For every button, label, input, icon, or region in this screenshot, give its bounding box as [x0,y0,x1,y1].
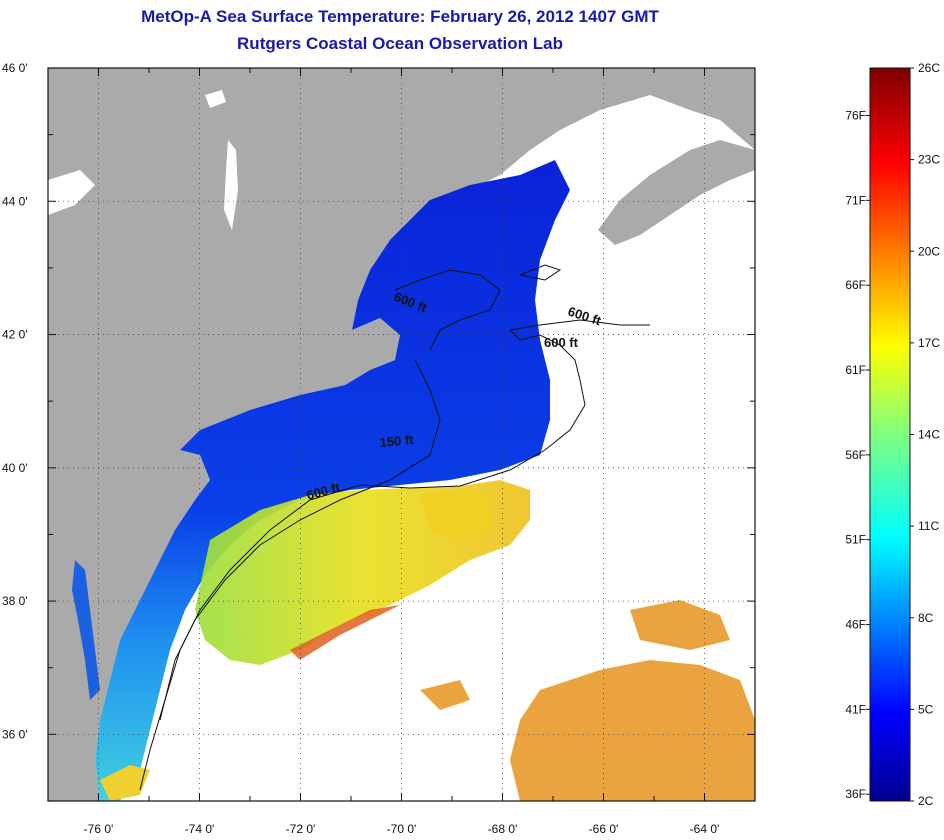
lon-tick-label: -74 0' [185,822,215,836]
lake-ontario [48,170,95,215]
sst-cold-gulf-of-maine [95,160,570,801]
lat-tick-label: 40 0' [2,461,28,475]
colorbar-celsius-label: 8C [918,611,934,625]
colorbar-celsius-label: 5C [918,702,934,716]
colorbar-fahrenheit-label: 61F [845,363,866,377]
land-nova-scotia [598,140,755,245]
lake-champlain [224,140,238,230]
colorbar-fahrenheit-label: 41F [845,702,866,716]
contour-150ft [159,359,441,721]
contour-label-600ft-georges-bank: 600 ft [544,335,579,350]
lon-tick-label: -68 0' [488,822,518,836]
colorbar-celsius-label: 14C [918,428,940,442]
latitude-labels: 46 0' 44 0' 42 0' 40 0' 38 0' 36 0' [2,61,28,741]
lake-moosehead [205,90,226,108]
colorbar-celsius-label: 17C [918,336,940,350]
colorbar-fahrenheit-labels: 76F 71F 66F 61F 56F 51F 46F 41F 36F [845,109,870,801]
contour-600ft-shelf-break [139,319,650,791]
gridlines [48,68,755,801]
colorbar-fahrenheit-label: 76F [845,109,866,123]
bathymetry-contours [139,264,650,791]
contour-600ft-gulf-of-maine [394,269,501,351]
sst-cape-hatteras-warm [100,765,150,801]
lat-tick-label: 44 0' [2,194,28,208]
sst-warm-core [420,490,495,540]
colorbar-celsius-label: 26C [918,61,940,75]
tick-marks [47,67,756,802]
colorbar-celsius-label: 23C [918,153,940,167]
lat-tick-label: 36 0' [2,727,28,741]
lon-tick-label: -76 0' [84,822,114,836]
colorbar-fahrenheit-label: 66F [845,278,866,292]
lon-tick-label: -72 0' [286,822,316,836]
colorbar-celsius-label: 20C [918,244,940,258]
map-title: MetOp-A Sea Surface Temperature: Februar… [141,7,659,26]
colorbar-celsius-label: 11C [918,519,939,533]
colorbar-fahrenheit-label: 56F [845,448,866,462]
colorbar-celsius-label: 2C [918,794,934,808]
colorbar-celsius-labels: 26C 23C 20C 17C 14C 11C 8C 5C 2C [910,61,940,808]
chesapeake-bay [72,560,100,700]
map-subtitle: Rutgers Coastal Ocean Observation Lab [237,34,563,53]
longitude-labels: -76 0' -74 0' -72 0' -70 0' -68 0' -66 0' -64 … [84,822,720,836]
contour-label-150ft: 150 ft [379,432,415,450]
colorbar-fahrenheit-label: 71F [845,193,866,207]
sst-gulf-stream-edge [290,605,400,660]
sst-offshore-warm-patches [420,600,755,801]
land-mainland [48,68,755,801]
lat-tick-label: 38 0' [2,594,28,608]
colorbar-fahrenheit-label: 46F [845,618,866,632]
lon-tick-label: -64 0' [690,822,720,836]
colorbar-fahrenheit-label: 36F [845,787,866,801]
lon-tick-label: -70 0' [387,822,417,836]
colorbar-gradient [869,67,911,802]
lat-tick-label: 42 0' [2,328,28,342]
lon-tick-label: -66 0' [589,822,619,836]
colorbar-fahrenheit-label: 51F [845,533,866,547]
lat-tick-label: 46 0' [2,61,28,75]
